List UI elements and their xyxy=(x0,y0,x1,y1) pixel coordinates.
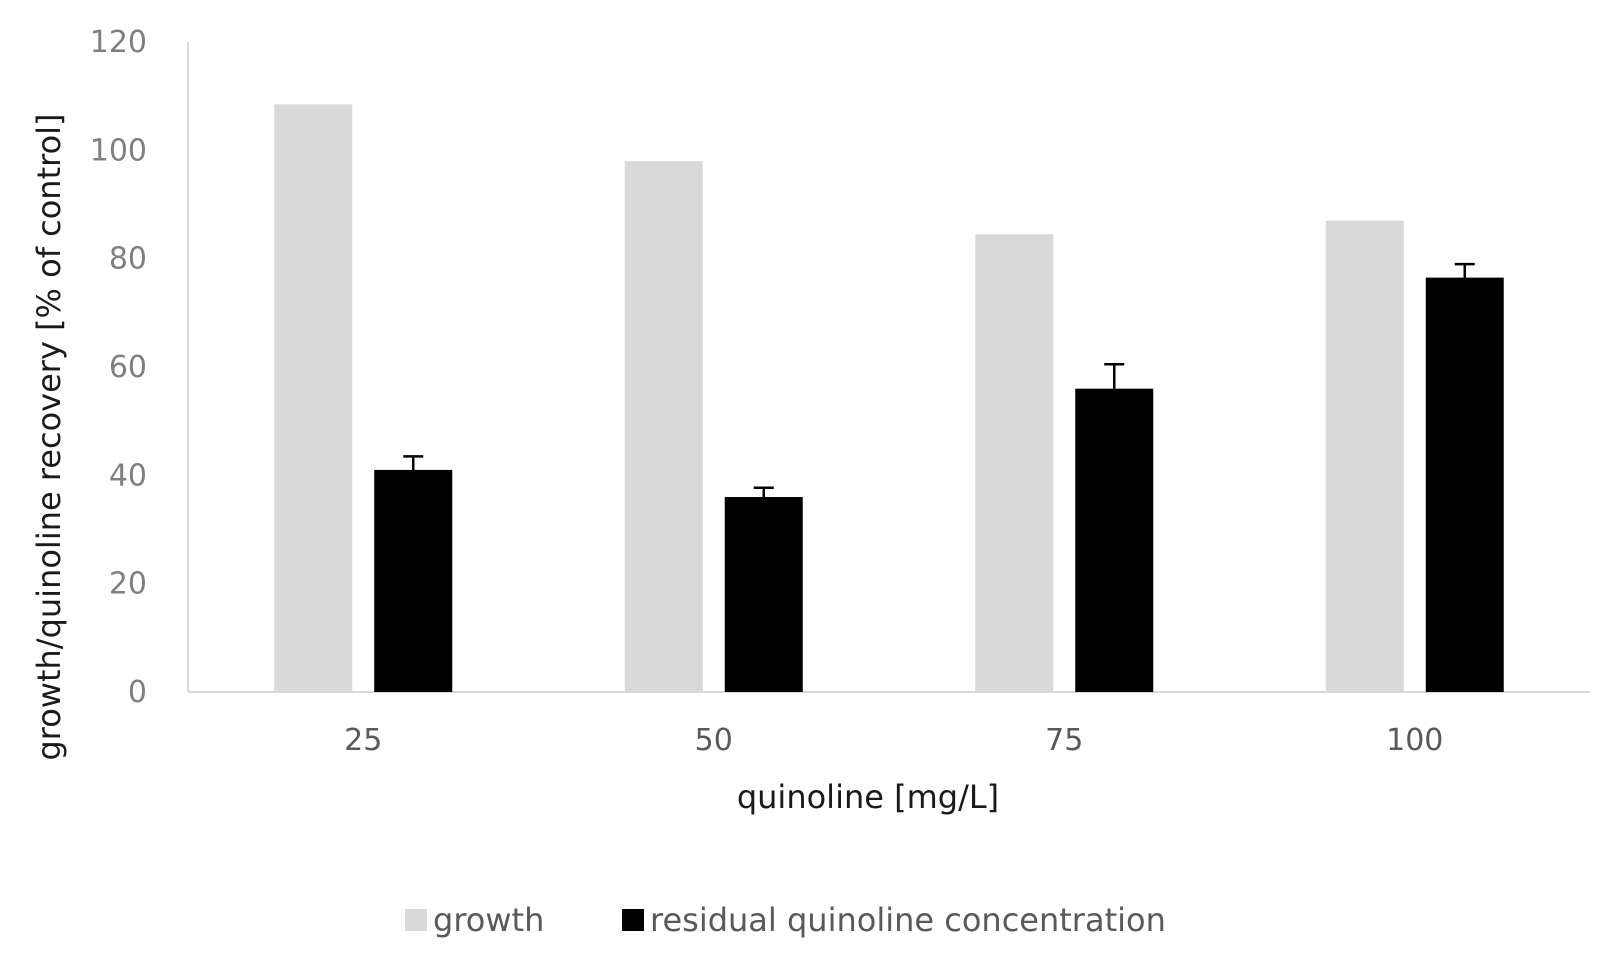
y-tick-label: 60 xyxy=(109,350,147,385)
x-axis-title: quinoline [mg/L] xyxy=(737,778,999,816)
y-tick-label: 80 xyxy=(109,242,147,277)
y-tick-label: 0 xyxy=(128,675,147,710)
y-axis-title: growth/quinoline recovery [% of control] xyxy=(30,113,68,760)
bar-residual-quinoline-50 xyxy=(724,497,803,692)
legend-label-residual-quinoline: residual quinoline concentration xyxy=(650,901,1166,939)
bar-growth-75 xyxy=(975,234,1054,692)
legend-swatch-residual-quinoline xyxy=(622,909,644,931)
y-axis-ticks: 0 20 40 60 80 100 120 xyxy=(90,25,147,710)
legend: growth residual quinoline concentration xyxy=(405,901,1166,939)
legend-swatch-growth xyxy=(405,909,427,931)
x-tick-label: 100 xyxy=(1386,723,1443,758)
bar-residual-quinoline-100 xyxy=(1425,277,1504,692)
legend-label-growth: growth xyxy=(433,901,544,939)
bar-residual-quinoline-75 xyxy=(1075,388,1154,692)
x-tick-label: 25 xyxy=(344,723,382,758)
bars xyxy=(274,104,1504,692)
bar-growth-100 xyxy=(1325,220,1404,692)
y-tick-label: 100 xyxy=(90,133,147,168)
y-tick-label: 20 xyxy=(109,567,147,602)
x-tick-label: 75 xyxy=(1045,723,1083,758)
x-axis-ticks: 25 50 75 100 xyxy=(344,723,1443,758)
x-tick-label: 50 xyxy=(695,723,733,758)
bar-growth-50 xyxy=(624,161,703,692)
bar-growth-25 xyxy=(274,104,353,692)
bar-residual-quinoline-25 xyxy=(374,469,453,692)
y-tick-label: 120 xyxy=(90,25,147,60)
y-tick-label: 40 xyxy=(109,458,147,493)
